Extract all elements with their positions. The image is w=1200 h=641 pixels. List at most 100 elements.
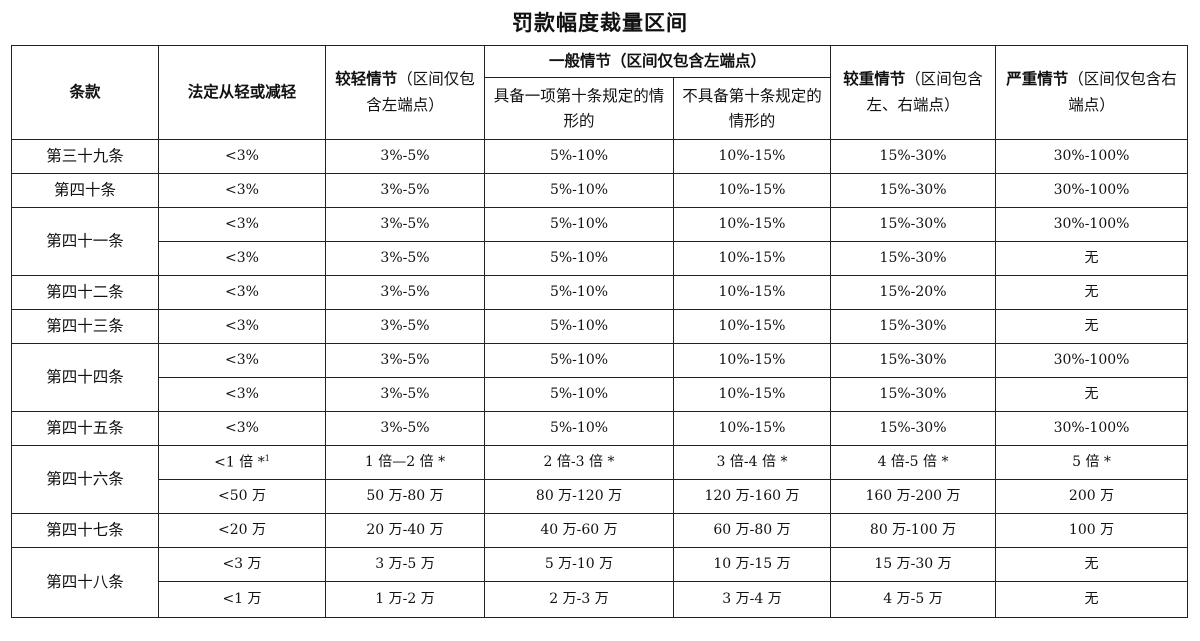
table-row: <3% 3%-5% 5%-10% 10%-15% 15%-30% 无 <box>12 241 1189 276</box>
cell: 5%-10% <box>484 241 674 276</box>
cell: 1 万-2 万 <box>325 581 485 618</box>
fine-range-table: 条款 法定从轻或减轻 较轻情节（区间仅包含左端点） 一般情节（区间仅包含左端点）… <box>11 45 1189 618</box>
cell: 无 <box>995 581 1189 618</box>
article-cell: 第四十五条 <box>11 411 159 446</box>
cell: 4 万-5 万 <box>830 581 997 618</box>
cell: 3%-5% <box>325 139 485 174</box>
cell: <3% <box>158 411 326 446</box>
cell: 5 万-10 万 <box>484 547 674 582</box>
cell: 20 万-40 万 <box>325 513 485 548</box>
cell: <3% <box>158 275 326 310</box>
cell: 无 <box>995 309 1189 344</box>
cell: 2 倍-3 倍 * <box>484 445 674 480</box>
article-cell: 第四十一条 <box>11 207 159 276</box>
cell: 5%-10% <box>484 377 674 412</box>
table-row: 第四十一条 <3% 3%-5% 5%-10% 10%-15% 15%-30% 3… <box>11 207 1189 276</box>
cell: 5%-10% <box>484 173 674 208</box>
cell: 10 万-15 万 <box>672 547 832 582</box>
cell: <3 万 <box>158 547 326 582</box>
article-cell: 第四十三条 <box>11 309 159 344</box>
header-light: 较轻情节（区间仅包含左端点） <box>325 45 485 140</box>
article-cell: 第四十二条 <box>11 275 159 310</box>
footnote-mark: 1 <box>264 454 270 464</box>
header-row-2: 具备一项第十条规定的情形的 不具备第十条规定的情形的 <box>12 77 1188 140</box>
cell: 3%-5% <box>325 173 485 208</box>
cell: 15%-30% <box>830 377 997 412</box>
header-heavier: 较重情节（区间包含左、右端点） <box>830 45 997 140</box>
cell: 100 万 <box>995 513 1189 548</box>
cell: 3 万-5 万 <box>325 547 485 582</box>
cell: <3% <box>158 207 326 242</box>
cell: 5%-10% <box>484 309 674 344</box>
page-title: 罚款幅度裁量区间 <box>512 11 688 35</box>
cell: 3%-5% <box>325 309 485 344</box>
header-severe: 严重情节（区间仅包含右端点） <box>995 45 1189 140</box>
cell: 15%-30% <box>830 241 997 276</box>
cell: 5%-10% <box>484 275 674 310</box>
cell: 50 万-80 万 <box>325 479 485 514</box>
cell: 3%-5% <box>325 411 485 446</box>
cell: 40 万-60 万 <box>484 513 674 548</box>
cell: <50 万 <box>158 479 326 514</box>
cell: <3% <box>158 309 326 344</box>
cell: 30%-100% <box>995 411 1189 446</box>
cell: 15 万-30 万 <box>830 547 997 582</box>
cell: <1 万 <box>158 581 326 618</box>
table-row: 第四十条 <3% 3%-5% 5%-10% 10%-15% 15%-30% 30… <box>11 173 1189 208</box>
cell: 15%-30% <box>830 173 997 208</box>
cell: 10%-15% <box>672 275 832 310</box>
cell: 30%-100% <box>995 343 1189 378</box>
cell: 3 倍-4 倍 * <box>672 445 832 480</box>
cell: <1 倍 *1 <box>158 445 326 480</box>
cell: 3%-5% <box>325 207 485 242</box>
cell: 3%-5% <box>325 275 485 310</box>
cell: 30%-100% <box>995 139 1189 174</box>
cell: 5%-10% <box>484 343 674 378</box>
cell: <3% <box>158 343 326 378</box>
table-row: <1 万 1 万-2 万 2 万-3 万 3 万-4 万 4 万-5 万 无 <box>12 581 1189 618</box>
article-cell: 第四十六条 <box>11 445 159 514</box>
cell: 无 <box>995 547 1189 582</box>
cell: 15%-30% <box>830 309 997 344</box>
article-cell: 第四十八条 <box>11 547 159 618</box>
cell: <20 万 <box>158 513 326 548</box>
header-row-1: 条款 法定从轻或减轻 较轻情节（区间仅包含左端点） 一般情节（区间仅包含左端点）… <box>11 45 1189 140</box>
cell: 10%-15% <box>672 207 832 242</box>
cell: 5%-10% <box>484 411 674 446</box>
cell: 120 万-160 万 <box>672 479 832 514</box>
header-mitigate: 法定从轻或减轻 <box>158 45 326 140</box>
table-row: 第四十五条 <3% 3%-5% 5%-10% 10%-15% 15%-30% 3… <box>11 411 1189 446</box>
cell: 15%-30% <box>830 343 997 378</box>
cell: 无 <box>995 377 1189 412</box>
article-cell: 第三十九条 <box>11 139 159 174</box>
cell: 60 万-80 万 <box>672 513 832 548</box>
table-row: <50 万 50 万-80 万 80 万-120 万 120 万-160 万 1… <box>12 479 1189 514</box>
cell: 5%-10% <box>484 207 674 242</box>
cell: <3% <box>158 139 326 174</box>
cell: 80 万-100 万 <box>830 513 997 548</box>
cell: 5%-10% <box>484 139 674 174</box>
article-cell: 第四十条 <box>11 173 159 208</box>
table-row: 第四十八条 <3 万 3 万-5 万 5 万-10 万 10 万-15 万 15… <box>11 547 1189 618</box>
cell: 10%-15% <box>672 173 832 208</box>
cell: 10%-15% <box>672 343 832 378</box>
header-general: 一般情节（区间仅包含左端点） <box>483 45 832 78</box>
cell: 3%-5% <box>325 241 485 276</box>
cell: 30%-100% <box>995 207 1189 242</box>
table-row: 第四十二条 <3% 3%-5% 5%-10% 10%-15% 15%-20% 无 <box>11 275 1189 310</box>
cell: <3% <box>158 241 326 276</box>
cell: 无 <box>995 241 1189 276</box>
cell: 10%-15% <box>672 377 832 412</box>
table-row: 第四十四条 <3% 3%-5% 5%-10% 10%-15% 15%-30% 3… <box>11 343 1189 412</box>
cell: 15%-30% <box>830 139 997 174</box>
cell: 10%-15% <box>672 411 832 446</box>
cell: 10%-15% <box>672 241 832 276</box>
cell: 3%-5% <box>325 343 485 378</box>
cell: <3% <box>158 377 326 412</box>
table-row: 第三十九条 <3% 3%-5% 5%-10% 10%-15% 15%-30% 3… <box>11 139 1189 174</box>
article-cell: 第四十七条 <box>11 513 159 548</box>
cell: 15%-30% <box>830 411 997 446</box>
cell: 30%-100% <box>995 173 1189 208</box>
header-general-b: 不具备第十条规定的情形的 <box>672 77 832 140</box>
cell: 15%-20% <box>830 275 997 310</box>
